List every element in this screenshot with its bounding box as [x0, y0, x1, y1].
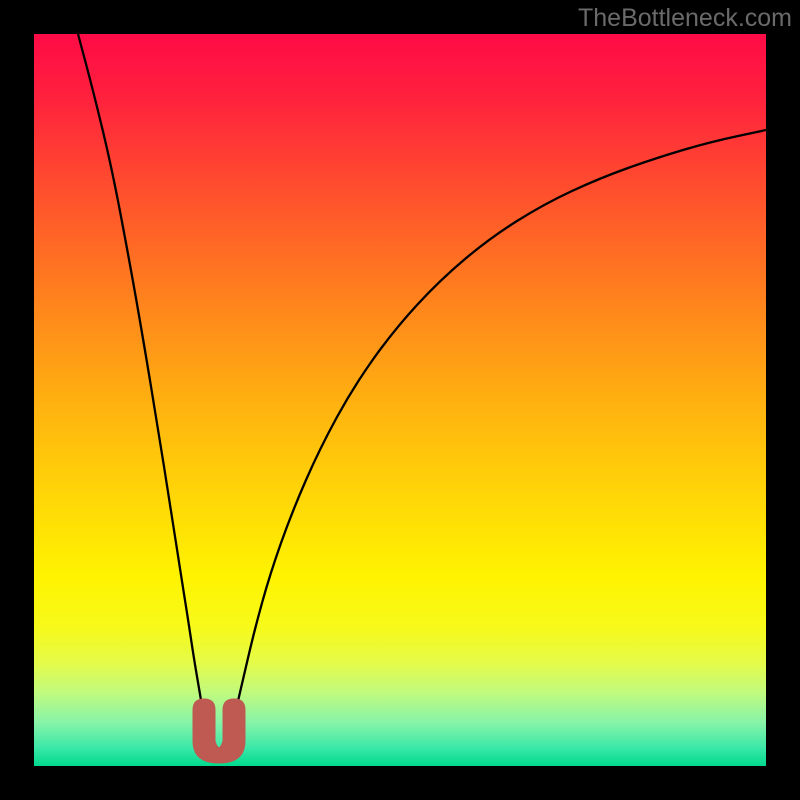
chart-canvas: TheBottleneck.com — [0, 0, 800, 800]
bottleneck-chart — [0, 0, 800, 800]
plot-background — [34, 34, 766, 766]
